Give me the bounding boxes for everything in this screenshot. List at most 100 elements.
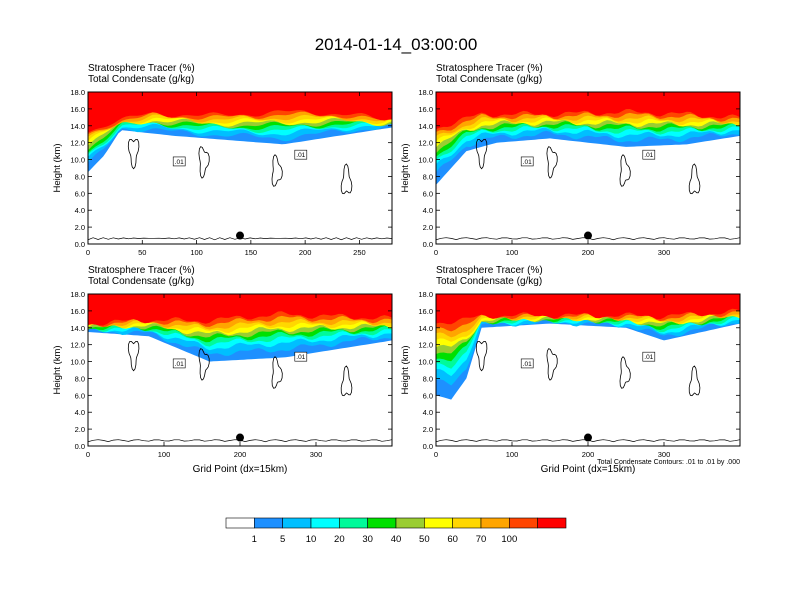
y-axis-label: Height (km) bbox=[52, 143, 63, 192]
condensate-contour bbox=[688, 163, 701, 195]
y-tick-label: 2.0 bbox=[423, 223, 433, 232]
y-axis-label: Height (km) bbox=[52, 345, 63, 394]
colorbar: 1 5 10 20 30 40 50 60 70 100 bbox=[225, 517, 567, 545]
condensate-contour bbox=[127, 340, 140, 372]
tracer-label: Stratosphere Tracer (%) bbox=[88, 265, 195, 276]
panel-nw-se: Stratosphere Tracer (%)Total Condensate … bbox=[400, 265, 741, 475]
plot-area: .01 .01 bbox=[436, 92, 740, 244]
y-tick-label: 4.0 bbox=[423, 206, 433, 215]
colorbar-swatch bbox=[537, 517, 567, 529]
condensate-contour bbox=[340, 163, 353, 195]
y-tick-label: 10.0 bbox=[418, 156, 433, 165]
y-tick-label: 18.0 bbox=[418, 88, 433, 97]
contour-label: .01 bbox=[175, 159, 184, 166]
y-tick-label: 16.0 bbox=[70, 307, 85, 316]
condensate-contour bbox=[127, 138, 140, 170]
contour-label: .01 bbox=[175, 361, 184, 368]
y-tick-label: 4.0 bbox=[423, 408, 433, 417]
condensate-contour bbox=[619, 356, 631, 389]
colorbar-label: 100 bbox=[501, 534, 517, 545]
colorbar-label: 60 bbox=[447, 534, 458, 545]
contour-note: Total Condensate Contours: .01 to .01 by… bbox=[597, 459, 740, 466]
y-tick-label: 12.0 bbox=[418, 139, 433, 148]
y-tick-label: 14.0 bbox=[70, 324, 85, 333]
tracer-band-11 bbox=[436, 92, 740, 130]
y-tick-label: 14.0 bbox=[418, 122, 433, 131]
x-tick-label: 100 bbox=[506, 248, 519, 257]
location-marker bbox=[584, 231, 592, 240]
plot-area: .01 .01 bbox=[88, 294, 392, 446]
x-tick-label: 300 bbox=[658, 248, 671, 257]
colorbar-label: 10 bbox=[306, 534, 317, 545]
y-tick-label: 18.0 bbox=[70, 88, 85, 97]
panel-sw-ne: Stratosphere Tracer (%)Total Condensate … bbox=[400, 63, 741, 257]
condensate-contour bbox=[198, 146, 210, 179]
x-tick-label: 300 bbox=[658, 450, 671, 459]
x-tick-label: 100 bbox=[506, 450, 519, 459]
condensate-contour bbox=[340, 365, 353, 397]
condensate-label: Total Condensate (g/kg) bbox=[436, 276, 542, 287]
x-tick-label: 100 bbox=[158, 450, 171, 459]
y-tick-label: 2.0 bbox=[75, 223, 85, 232]
x-tick-label: 200 bbox=[582, 248, 595, 257]
colorbar-swatch bbox=[424, 517, 453, 529]
contour-label-box bbox=[520, 358, 534, 369]
condensate-contour bbox=[271, 356, 283, 389]
contour-label: .01 bbox=[644, 152, 653, 159]
panel-west: Stratosphere Tracer (%)Total Condensate … bbox=[52, 265, 393, 475]
tracer-label: Stratosphere Tracer (%) bbox=[436, 265, 543, 276]
colorbar-label: 30 bbox=[362, 534, 373, 545]
tracer-label: Stratosphere Tracer (%) bbox=[436, 63, 543, 74]
condensate-contour bbox=[688, 365, 701, 397]
x-tick-label: 300 bbox=[310, 450, 323, 459]
x-tick-label: 150 bbox=[245, 248, 258, 257]
tracer-band-11 bbox=[88, 294, 392, 326]
colorbar-swatch bbox=[254, 517, 283, 529]
colorbar-swatch bbox=[339, 517, 368, 529]
y-axis-label: Height (km) bbox=[400, 345, 411, 394]
condensate-label: Total Condensate (g/kg) bbox=[88, 276, 194, 287]
contour-label-box bbox=[172, 156, 186, 167]
condensate-contour bbox=[475, 138, 488, 170]
y-tick-label: 6.0 bbox=[423, 391, 433, 400]
contour-label: .01 bbox=[523, 361, 532, 368]
contour-label-box bbox=[642, 149, 656, 160]
colorbar-swatch bbox=[480, 517, 510, 529]
colorbar-swatch bbox=[395, 517, 425, 529]
condensate-contour bbox=[546, 146, 558, 179]
y-tick-label: 18.0 bbox=[70, 290, 85, 299]
y-tick-label: 8.0 bbox=[75, 172, 85, 181]
condensate-contour bbox=[198, 348, 210, 381]
colorbar-swatch bbox=[310, 517, 340, 529]
tracer-band-11 bbox=[436, 294, 740, 325]
x-tick-label: 200 bbox=[299, 248, 312, 257]
tracer-label: Stratosphere Tracer (%) bbox=[88, 63, 195, 74]
contour-label-box bbox=[294, 351, 308, 362]
y-tick-label: 14.0 bbox=[70, 122, 85, 131]
x-tick-label: 250 bbox=[353, 248, 366, 257]
y-tick-label: 6.0 bbox=[423, 189, 433, 198]
y-tick-label: 2.0 bbox=[423, 425, 433, 434]
colorbar-label: 40 bbox=[391, 534, 402, 545]
x-axis-label: Grid Point (dx=15km) bbox=[193, 464, 288, 475]
y-tick-label: 0.0 bbox=[423, 442, 433, 451]
colorbar-label: 5 bbox=[280, 534, 285, 545]
contour-label: .01 bbox=[296, 152, 305, 159]
x-tick-label: 0 bbox=[86, 248, 90, 257]
y-tick-label: 8.0 bbox=[423, 374, 433, 383]
x-tick-label: 0 bbox=[434, 450, 438, 459]
y-tick-label: 8.0 bbox=[423, 172, 433, 181]
location-marker bbox=[236, 231, 244, 240]
contour-label: .01 bbox=[644, 354, 653, 361]
y-tick-label: 16.0 bbox=[418, 307, 433, 316]
y-tick-label: 6.0 bbox=[75, 391, 85, 400]
condensate-contour bbox=[271, 154, 283, 187]
colorbar-label: 70 bbox=[476, 534, 487, 545]
x-tick-label: 50 bbox=[138, 248, 146, 257]
y-tick-label: 0.0 bbox=[75, 442, 85, 451]
colorbar-label: 50 bbox=[419, 534, 430, 545]
y-tick-label: 16.0 bbox=[70, 105, 85, 114]
colorbar-swatch bbox=[367, 517, 397, 529]
y-tick-label: 0.0 bbox=[75, 240, 85, 249]
plot-area: .01 .01 bbox=[436, 294, 740, 446]
